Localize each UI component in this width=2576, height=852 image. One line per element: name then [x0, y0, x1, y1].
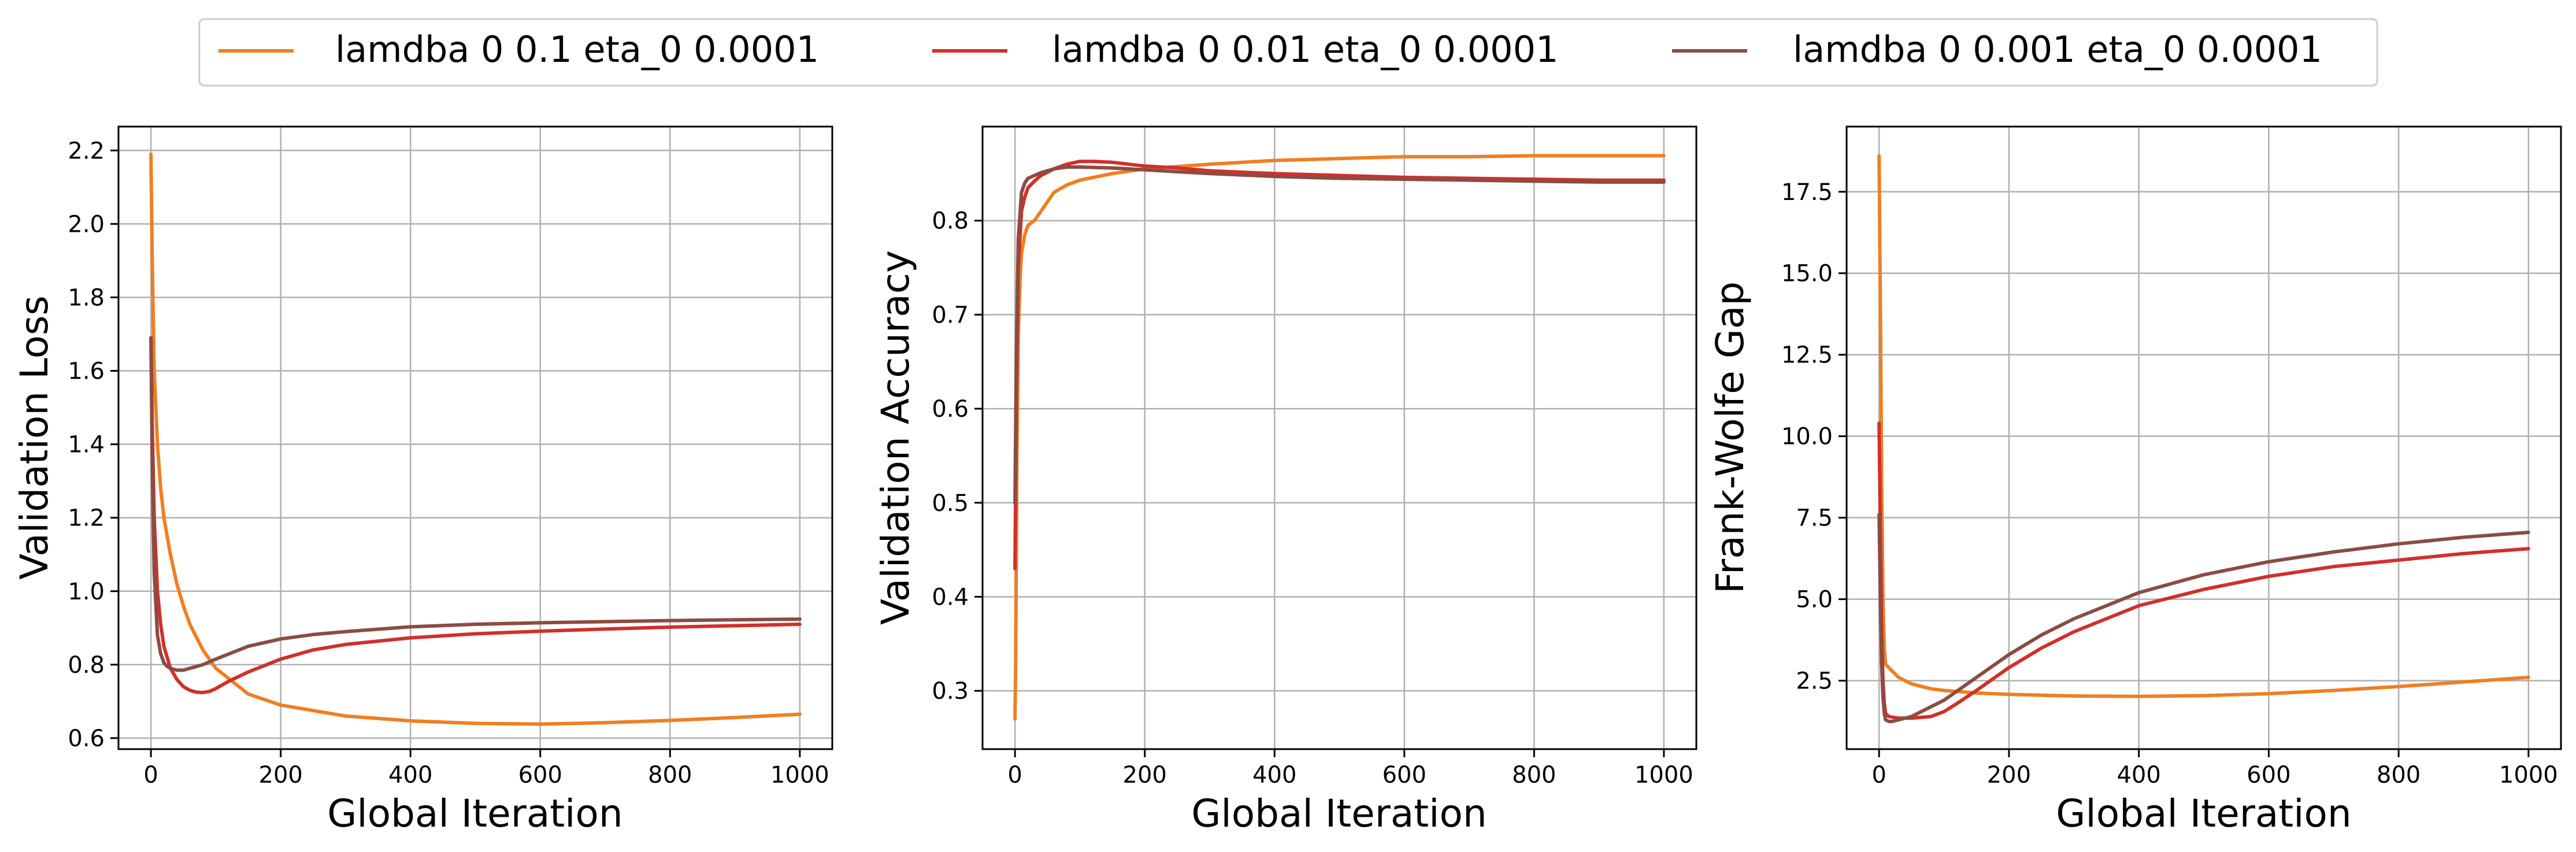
x-axis-label: Global Iteration: [327, 791, 622, 836]
x-axis-ticks: 0 200 400 600 800 1000: [1871, 749, 2558, 788]
x-tick-label: 200: [1987, 762, 2031, 788]
y-tick-label: 17.5: [1781, 179, 1833, 206]
y-axis-label: Validation Loss: [12, 295, 57, 580]
y-tick-label: 15.0: [1781, 261, 1833, 287]
y-tick-label: 1.6: [68, 358, 105, 385]
grid-lines: [118, 127, 832, 749]
chart-validation-accuracy: 0 200 400 600 800 1000 0.3 0.4 0.5 0.6 0.7 0.8 Glo…: [873, 125, 1697, 836]
y-tick-label: 1.0: [68, 579, 105, 605]
series-line-2: [149, 336, 802, 695]
legend-label-3: lamdba 0 0.001 eta_0 0.0001: [1793, 28, 2322, 71]
y-tick-label: 2.2: [68, 138, 105, 164]
x-axis-label: Global Iteration: [2056, 791, 2351, 836]
x-tick-label: 1000: [770, 762, 829, 788]
chart-validation-loss: 0 200 400 600 800 1000 0.6 0.8 1.0 1.2 1.4 1.6 1.8 2…: [12, 125, 833, 836]
plot-frame: [981, 125, 1697, 750]
y-tick-label: 0.8: [932, 208, 969, 235]
y-tick-label: 0.6: [932, 396, 969, 423]
x-axis-label: Global Iteration: [1191, 791, 1487, 836]
x-tick-label: 0: [1871, 762, 1886, 788]
y-axis-label: Validation Accuracy: [873, 250, 918, 625]
y-tick-label: 1.4: [68, 432, 105, 458]
x-tick-label: 800: [2377, 762, 2421, 788]
series-line-1: [1013, 154, 1666, 721]
legend-label-1: lamdba 0 0.1 eta_0 0.0001: [335, 28, 819, 71]
y-tick-label: 10.0: [1781, 424, 1833, 450]
x-tick-label: 600: [1382, 762, 1426, 788]
y-axis-ticks: 2.5 5.0 7.5 10.0 12.5 15.0 17.5: [1781, 179, 1847, 695]
series-line-1: [149, 152, 802, 726]
y-tick-label: 2.0: [68, 211, 105, 238]
x-axis-ticks: 0 200 400 600 800 1000: [1007, 749, 1693, 788]
y-tick-label: 5.0: [1796, 587, 1833, 613]
y-axis-ticks: 0.6 0.8 1.0 1.2 1.4 1.6 1.8 2.0 2.2: [68, 138, 118, 752]
legend-entry-1: lamdba 0 0.1 eta_0 0.0001: [218, 28, 819, 71]
y-tick-label: 2.5: [1796, 668, 1833, 695]
x-tick-label: 1000: [2499, 762, 2558, 788]
x-tick-label: 0: [1007, 762, 1022, 788]
series-line-3: [1013, 165, 1666, 505]
x-tick-label: 400: [2117, 762, 2160, 788]
x-tick-label: 800: [1512, 762, 1556, 788]
y-tick-label: 0.6: [68, 725, 105, 752]
series-line-1: [1877, 154, 2530, 698]
y-axis-label: Frank-Wolfe Gap: [1708, 281, 1752, 594]
x-tick-label: 800: [648, 762, 692, 788]
y-axis-ticks: 0.3 0.4 0.5 0.6 0.7 0.8: [932, 208, 983, 705]
series-line-2: [1013, 160, 1666, 571]
y-tick-label: 1.8: [68, 284, 105, 311]
series-line-3: [1877, 513, 2530, 724]
x-tick-label: 200: [1123, 762, 1167, 788]
x-tick-label: 400: [1252, 762, 1296, 788]
x-tick-label: 400: [388, 762, 432, 788]
legend-label-2: lamdba 0 0.01 eta_0 0.0001: [1052, 28, 1558, 71]
x-tick-label: 600: [2247, 762, 2290, 788]
legend: lamdba 0 0.1 eta_0 0.0001 lamdba 0 0.01 …: [198, 18, 2378, 87]
chart-frank-wolfe-gap: 0 200 400 600 800 1000 2.5 5.0 7.5 10.0 12.5 15.0 1…: [1708, 125, 2562, 836]
y-tick-label: 12.5: [1781, 342, 1833, 369]
plot-frame: [1845, 125, 2562, 750]
x-tick-label: 0: [143, 762, 158, 788]
grid-lines: [983, 127, 1696, 749]
y-tick-label: 0.3: [932, 678, 969, 705]
series-lines: [149, 152, 802, 726]
y-tick-label: 0.5: [932, 490, 969, 517]
y-tick-label: 7.5: [1796, 505, 1833, 532]
series-line-3: [149, 336, 802, 672]
x-tick-label: 1000: [1634, 762, 1693, 788]
x-tick-label: 200: [259, 762, 303, 788]
x-axis-ticks: 0 200 400 600 800 1000: [143, 749, 829, 788]
y-tick-label: 0.4: [932, 584, 969, 610]
legend-frame: [198, 18, 2378, 87]
legend-entry-2: lamdba 0 0.01 eta_0 0.0001: [932, 28, 1558, 71]
y-tick-label: 1.2: [68, 505, 105, 532]
series-lines: [1013, 154, 1666, 721]
legend-entry-3: lamdba 0 0.001 eta_0 0.0001: [1672, 28, 2322, 71]
plot-frame: [117, 125, 833, 750]
series-lines: [1877, 154, 2530, 724]
y-tick-label: 0.7: [932, 302, 969, 328]
y-tick-label: 0.8: [68, 652, 105, 679]
x-tick-label: 600: [518, 762, 562, 788]
